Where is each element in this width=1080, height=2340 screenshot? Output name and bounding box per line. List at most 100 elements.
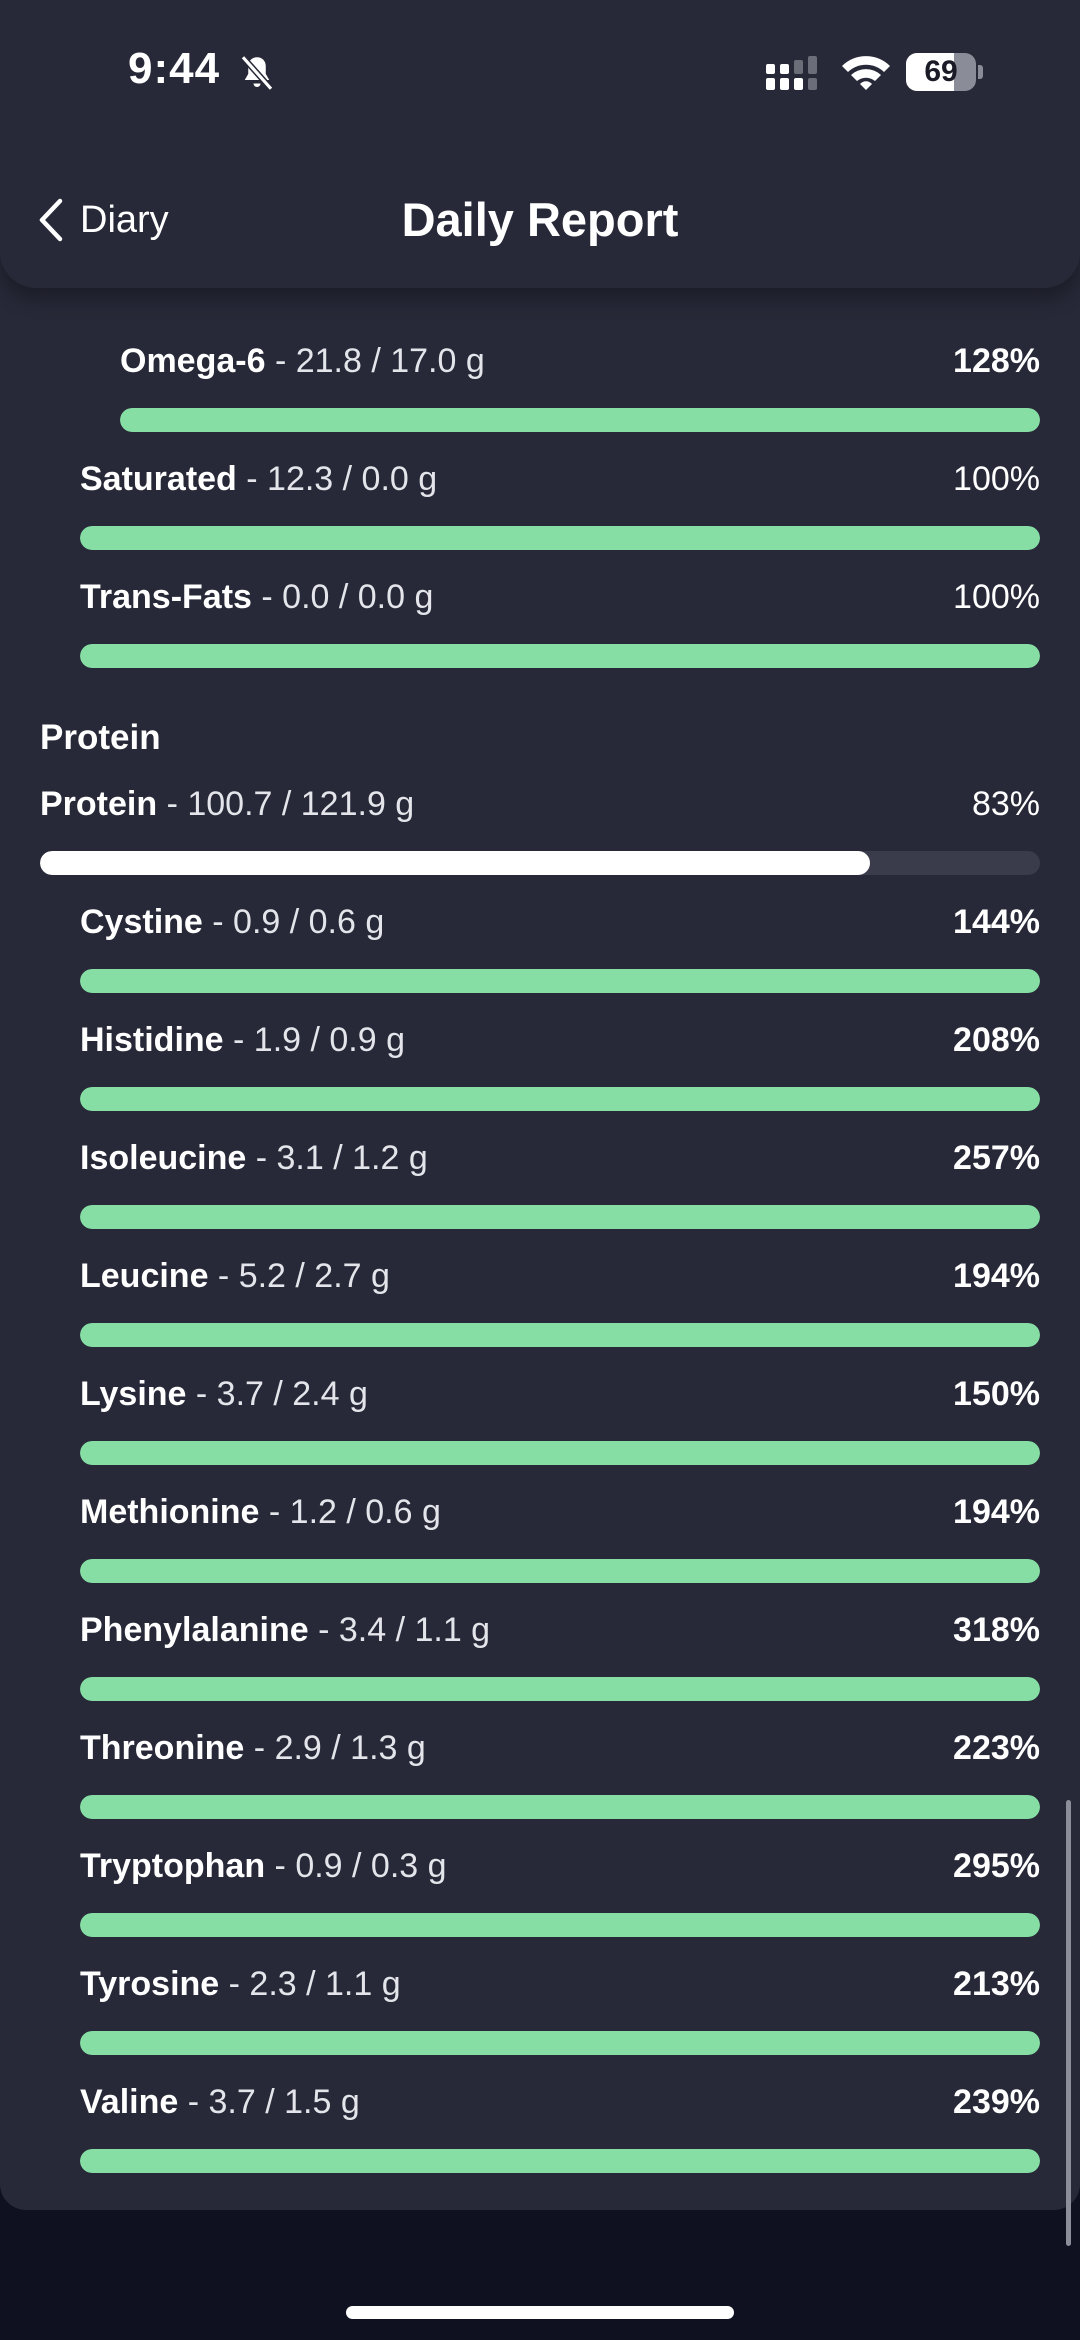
page-title: Daily Report xyxy=(401,193,679,246)
nutrient-row-header: Tyrosine - 2.3 / 1.1 g 213% xyxy=(80,1961,1040,2007)
nutrient-row-header: Lysine - 3.7 / 2.4 g 150% xyxy=(80,1371,1040,1417)
progress-bar-fill xyxy=(80,2149,1040,2173)
progress-bar-track xyxy=(80,1559,1040,1583)
bell-slash-icon xyxy=(240,55,274,91)
nutrient-label: Leucine - 5.2 / 2.7 g xyxy=(80,1257,390,1296)
nutrient-row[interactable]: Valine - 3.7 / 1.5 g 239% xyxy=(80,2079,1040,2173)
nutrient-name: Valine xyxy=(80,2082,179,2121)
nutrient-list[interactable]: Omega-6 - 21.8 / 17.0 g 128% Saturated - 1… xyxy=(0,0,1080,2210)
nutrient-row[interactable]: Trans-Fats - 0.0 / 0.0 g 100% xyxy=(80,574,1040,668)
nutrient-name: Histidine xyxy=(80,1020,224,1059)
nutrient-separator: - xyxy=(251,577,283,616)
nutrient-row[interactable]: Cystine - 0.9 / 0.6 g 144% xyxy=(80,899,1040,993)
progress-bar-fill xyxy=(80,1677,1040,1701)
progress-bar-track xyxy=(80,2149,1040,2173)
nutrient-row[interactable]: Histidine - 1.9 / 0.9 g 208% xyxy=(80,1017,1040,1111)
nutrient-row[interactable]: Omega-6 - 21.8 / 17.0 g 128% xyxy=(120,338,1040,432)
nutrient-row-header: Threonine - 2.9 / 1.3 g 223% xyxy=(80,1725,1040,1771)
nutrient-label: Saturated - 12.3 / 0.0 g xyxy=(80,460,437,499)
nutrient-label: Protein - 100.7 / 121.9 g xyxy=(40,785,414,824)
nutrient-name: Tryptophan xyxy=(80,1846,266,1885)
battery-body: 69 xyxy=(906,53,976,91)
nutrient-label: Tyrosine - 2.3 / 1.1 g xyxy=(80,1965,401,2004)
nutrient-percent: 208% xyxy=(953,1020,1040,1059)
progress-bar-fill xyxy=(80,1205,1040,1229)
nutrient-row-header: Methionine - 1.2 / 0.6 g 194% xyxy=(80,1489,1040,1535)
nutrient-label: Histidine - 1.9 / 0.9 g xyxy=(80,1021,405,1060)
nutrient-row-protein-total[interactable]: Protein - 100.7 / 121.9 g 83% xyxy=(40,781,1040,875)
progress-bar-fill xyxy=(80,1441,1040,1465)
progress-bar-track xyxy=(80,1913,1040,1937)
nutrient-label: Lysine - 3.7 / 2.4 g xyxy=(80,1375,368,1414)
report-panel[interactable]: Omega-6 - 21.8 / 17.0 g 128% Saturated - 1… xyxy=(0,0,1080,2210)
nutrient-row[interactable]: Leucine - 5.2 / 2.7 g 194% xyxy=(80,1253,1040,1347)
nutrient-amount: 1.2 / 0.6 g xyxy=(289,1492,441,1531)
nutrient-separator: - xyxy=(308,1610,339,1649)
progress-bar-track xyxy=(80,2031,1040,2055)
nutrient-row[interactable]: Tyrosine - 2.3 / 1.1 g 213% xyxy=(80,1961,1040,2055)
status-time: 9:44 xyxy=(128,44,221,93)
nutrient-row[interactable]: Methionine - 1.2 / 0.6 g 194% xyxy=(80,1489,1040,1583)
nutrient-row-header: Protein - 100.7 / 121.9 g 83% xyxy=(40,781,1040,827)
progress-bar-fill xyxy=(80,644,1040,668)
progress-bar-fill xyxy=(80,1087,1040,1111)
nutrient-percent: 213% xyxy=(953,1964,1040,2003)
back-button[interactable]: Diary xyxy=(36,190,169,250)
nutrient-row-header: Cystine - 0.9 / 0.6 g 144% xyxy=(80,899,1040,945)
section-heading-protein: Protein xyxy=(40,718,161,757)
nutrient-amount: 0.0 / 0.0 g xyxy=(282,577,434,616)
app-header: 9:44 69 xyxy=(0,0,1080,288)
nutrient-separator: - xyxy=(246,1138,277,1177)
nutrient-percent: 100% xyxy=(953,459,1040,498)
nutrient-separator: - xyxy=(178,2082,209,2121)
progress-bar-fill xyxy=(80,2031,1040,2055)
nutrient-row[interactable]: Isoleucine - 3.1 / 1.2 g 257% xyxy=(80,1135,1040,1229)
nutrient-separator: - xyxy=(208,1256,239,1295)
progress-bar-track xyxy=(80,969,1040,993)
nutrient-amount: 12.3 / 0.0 g xyxy=(267,459,438,498)
nutrient-row-header: Trans-Fats - 0.0 / 0.0 g 100% xyxy=(80,574,1040,620)
nutrient-separator: - xyxy=(259,1492,290,1531)
nutrient-row[interactable]: Lysine - 3.7 / 2.4 g 150% xyxy=(80,1371,1040,1465)
nutrient-label: Phenylalanine - 3.4 / 1.1 g xyxy=(80,1611,490,1650)
nutrient-row[interactable]: Saturated - 12.3 / 0.0 g 100% xyxy=(80,456,1040,550)
nutrient-row-header: Saturated - 12.3 / 0.0 g 100% xyxy=(80,456,1040,502)
progress-bar-fill xyxy=(80,1913,1040,1937)
nutrient-row[interactable]: Phenylalanine - 3.4 / 1.1 g 318% xyxy=(80,1607,1040,1701)
nutrient-percent: 295% xyxy=(953,1846,1040,1885)
nutrient-percent: 257% xyxy=(953,1138,1040,1177)
nutrient-row[interactable]: Tryptophan - 0.9 / 0.3 g 295% xyxy=(80,1843,1040,1937)
signal-icon xyxy=(766,56,817,90)
nutrient-percent: 100% xyxy=(953,577,1040,616)
nutrient-label: Omega-6 - 21.8 / 17.0 g xyxy=(120,342,485,381)
nutrient-row-header: Leucine - 5.2 / 2.7 g 194% xyxy=(80,1253,1040,1299)
nutrient-separator: - xyxy=(265,341,296,380)
home-indicator[interactable] xyxy=(346,2306,734,2319)
scrollbar[interactable] xyxy=(1066,1800,1071,2246)
progress-bar-track xyxy=(80,526,1040,550)
nutrient-separator: - xyxy=(236,459,268,498)
battery-nub xyxy=(978,65,983,79)
nutrient-separator: - xyxy=(219,1964,250,2003)
nutrient-amount: 1.9 / 0.9 g xyxy=(253,1020,406,1059)
nutrient-row-header: Isoleucine - 3.1 / 1.2 g 257% xyxy=(80,1135,1040,1181)
battery-icon: 69 xyxy=(906,53,983,91)
nutrient-name: Leucine xyxy=(80,1256,209,1295)
wifi-icon xyxy=(842,56,890,90)
nutrient-percent: 223% xyxy=(953,1728,1040,1767)
progress-bar-fill xyxy=(80,969,1040,993)
nutrient-amount: 21.8 / 17.0 g xyxy=(295,341,485,380)
nutrient-amount: 3.4 / 1.1 g xyxy=(338,1610,491,1649)
nutrient-name: Methionine xyxy=(80,1492,260,1531)
progress-bar-track xyxy=(80,644,1040,668)
nutrient-percent: 194% xyxy=(953,1256,1040,1295)
progress-bar-track xyxy=(80,1087,1040,1111)
nutrient-row[interactable]: Threonine - 2.9 / 1.3 g 223% xyxy=(80,1725,1040,1819)
progress-bar-track xyxy=(80,1795,1040,1819)
nutrient-name: Isoleucine xyxy=(80,1138,247,1177)
progress-bar-fill xyxy=(120,408,1040,432)
nutrient-label: Trans-Fats - 0.0 / 0.0 g xyxy=(80,578,433,617)
nutrient-label: Cystine - 0.9 / 0.6 g xyxy=(80,903,384,942)
nutrient-amount: 2.3 / 1.1 g xyxy=(249,1964,401,2003)
